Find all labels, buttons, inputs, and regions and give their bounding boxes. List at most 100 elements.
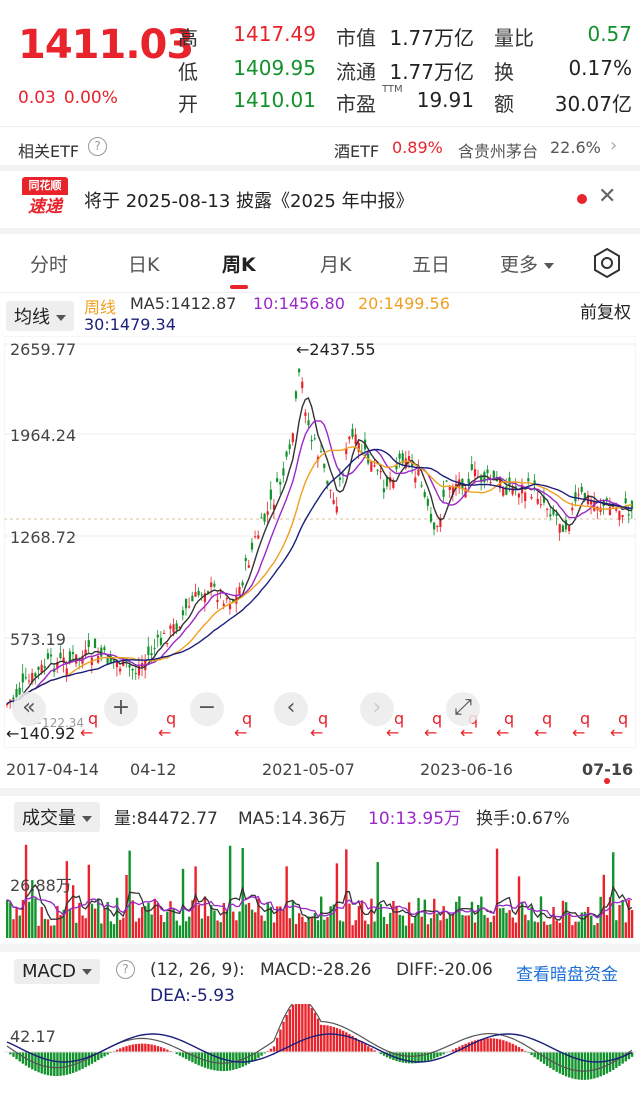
macd-bar [433, 1052, 436, 1059]
dividend-marker-icon[interactable]: q← [234, 709, 253, 742]
volume-bar [404, 925, 408, 938]
candle-body [392, 480, 395, 488]
macd-bar [351, 1035, 354, 1052]
mktcap-value: 1.77万亿 [389, 26, 474, 50]
macd-bar [360, 1042, 364, 1052]
volume-bar [304, 921, 307, 938]
dividend-marker-icon[interactable]: q← [534, 709, 553, 742]
volume-bar [62, 909, 65, 938]
macd-bar [219, 1052, 222, 1072]
volume-bar [34, 898, 37, 938]
question-circle-icon[interactable]: ? [116, 960, 135, 979]
candle-body [100, 647, 103, 657]
dividend-marker-icon[interactable]: q← [572, 709, 591, 742]
macd-bar [254, 1052, 257, 1060]
min-price-marker: ←140.92 [6, 724, 76, 743]
tab-intraday[interactable]: 分时 [30, 254, 69, 276]
candle-body [338, 477, 342, 480]
pe-value: 19.91 [416, 88, 474, 112]
question-circle-icon[interactable]: ? [88, 137, 107, 156]
macd-dropdown[interactable]: MACD [14, 959, 100, 984]
macd-bar [21, 1052, 25, 1064]
volume-bar [310, 917, 313, 938]
collapse-left-icon[interactable]: « [12, 692, 46, 726]
macd-bar [492, 1038, 496, 1052]
candle-body [166, 643, 169, 645]
pan-left-icon[interactable]: ‹ [274, 692, 308, 726]
volume-chart[interactable] [4, 830, 636, 940]
news-text[interactable]: 将于 2025-08-13 披露《2025 年中报》 [84, 191, 414, 212]
candle-body [348, 436, 351, 440]
tab-five-day[interactable]: 五日 [412, 254, 451, 276]
dividend-marker-icon[interactable]: q← [424, 709, 443, 742]
volume-bar [385, 924, 389, 938]
macd-bar [191, 1052, 194, 1063]
macd-bar [439, 1052, 442, 1056]
macd-bar [103, 1052, 106, 1057]
zoom-out-icon[interactable]: − [190, 692, 224, 726]
etf-holding-label: 含贵州茅台 [458, 142, 539, 161]
volume-bar [602, 874, 605, 938]
etf-name[interactable]: 酒ETF [334, 142, 380, 161]
volume-bar [420, 916, 423, 938]
candle-body [486, 469, 489, 474]
dividend-marker-icon[interactable]: q← [610, 709, 629, 742]
volume-bar [109, 921, 113, 938]
macd-bar [363, 1044, 367, 1052]
date-label: 2023-06-16 [420, 760, 513, 779]
candle-body [40, 664, 43, 673]
candle-body [593, 501, 596, 511]
macd-bar [301, 1004, 304, 1052]
macd-bar [46, 1052, 50, 1076]
k-line-chart[interactable] [4, 336, 636, 748]
volume-bar [376, 862, 379, 938]
tab-daily-k[interactable]: 日K [128, 254, 160, 276]
ma30-line [6, 448, 632, 705]
macd-bar [420, 1052, 423, 1063]
tab-weekly-k[interactable]: 周K [222, 254, 256, 276]
tab-more[interactable]: 更多 [500, 250, 555, 277]
macd-bar [43, 1052, 47, 1075]
dividend-marker-icon[interactable]: q← [80, 709, 99, 742]
volume-bar [511, 917, 514, 938]
adjust-mode[interactable]: 前复权 [580, 303, 631, 323]
dividend-marker-icon[interactable]: q← [496, 709, 515, 742]
volume-bar [75, 922, 78, 938]
ma20-line [6, 446, 633, 705]
macd-chart[interactable] [4, 1004, 636, 1108]
volume-dropdown[interactable]: 成交量 [14, 802, 100, 832]
chevron-right-icon[interactable]: › [610, 135, 618, 156]
macd-bar [470, 1041, 474, 1052]
macd-bar [602, 1052, 605, 1076]
macd-bar [514, 1045, 518, 1052]
volume-bar [539, 896, 543, 938]
macd-bar [332, 1026, 335, 1052]
candle-body [467, 478, 470, 484]
dividend-marker-icon[interactable]: q← [158, 709, 177, 742]
volume-bar [93, 908, 97, 938]
macd-bar [298, 1004, 301, 1052]
macd-bar [502, 1040, 505, 1052]
dark-pool-link[interactable]: 查看暗盘资金 [516, 965, 618, 985]
volume-bar [630, 910, 634, 938]
volume-bar [514, 922, 518, 938]
macd-bar [134, 1043, 138, 1052]
macd-bar [260, 1052, 263, 1056]
fullscreen-icon[interactable]: ⤢ [446, 692, 480, 726]
ma-dropdown[interactable]: 均线 [6, 301, 74, 331]
candle-body [9, 699, 12, 701]
close-icon[interactable]: ✕ [598, 184, 617, 209]
candle-body [106, 657, 109, 665]
zoom-in-icon[interactable]: + [104, 692, 138, 726]
volume-bar [153, 898, 156, 938]
settings-hexagon-icon[interactable] [590, 246, 624, 280]
dividend-marker-icon[interactable]: q← [386, 709, 405, 742]
candle-body [335, 506, 338, 513]
candle-body [345, 448, 348, 455]
tab-monthly-k[interactable]: 月K [320, 254, 352, 276]
pan-right-icon[interactable]: › [360, 692, 394, 726]
dividend-marker-icon[interactable]: q← [310, 709, 329, 742]
macd-bar [627, 1052, 631, 1060]
volume-bar [332, 904, 335, 938]
candle-body [163, 632, 166, 634]
